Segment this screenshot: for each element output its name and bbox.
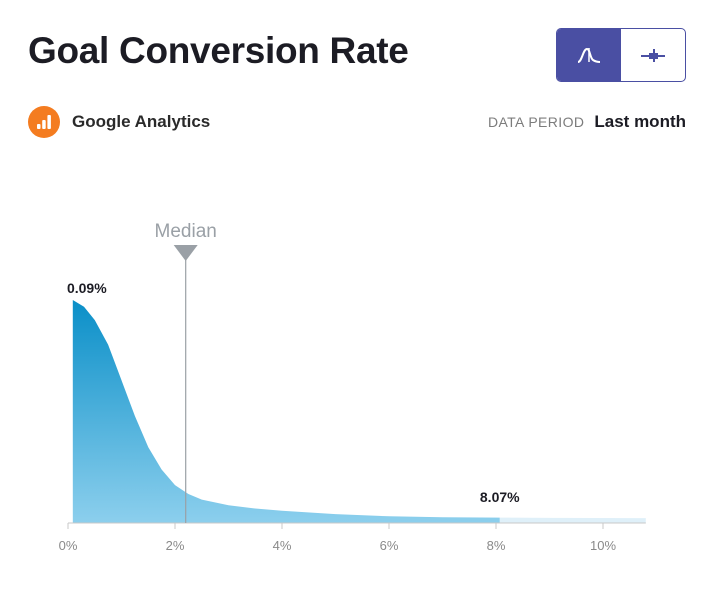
data-period-value[interactable]: Last month — [594, 112, 686, 131]
range-view-button[interactable] — [621, 29, 685, 81]
range-icon — [641, 49, 665, 62]
source-name: Google Analytics — [72, 112, 211, 131]
data-source: Google Analytics — [28, 106, 210, 138]
x-tick-label: 10% — [590, 538, 616, 553]
page-title: Goal Conversion Rate — [28, 30, 409, 71]
x-tick-label: 4% — [273, 538, 292, 553]
max-value-label: 8.07% — [480, 489, 520, 505]
x-tick-label: 0% — [59, 538, 78, 553]
x-tick-label: 8% — [487, 538, 506, 553]
data-period-label: DATA PERIOD — [487, 114, 585, 130]
google-analytics-icon — [28, 106, 60, 138]
tail-area — [499, 517, 646, 523]
distribution-area — [72, 300, 500, 523]
data-period: DATA PERIOD Last month — [488, 112, 686, 132]
distribution-icon — [577, 47, 601, 63]
chart-view-toggle[interactable] — [556, 28, 686, 82]
x-tick-label: 6% — [380, 538, 399, 553]
min-value-label: 0.09% — [67, 280, 107, 296]
distribution-view-button[interactable] — [557, 29, 621, 81]
median-marker — [173, 245, 198, 261]
x-tick-label: 2% — [166, 538, 185, 553]
median-label: Median — [155, 221, 217, 242]
